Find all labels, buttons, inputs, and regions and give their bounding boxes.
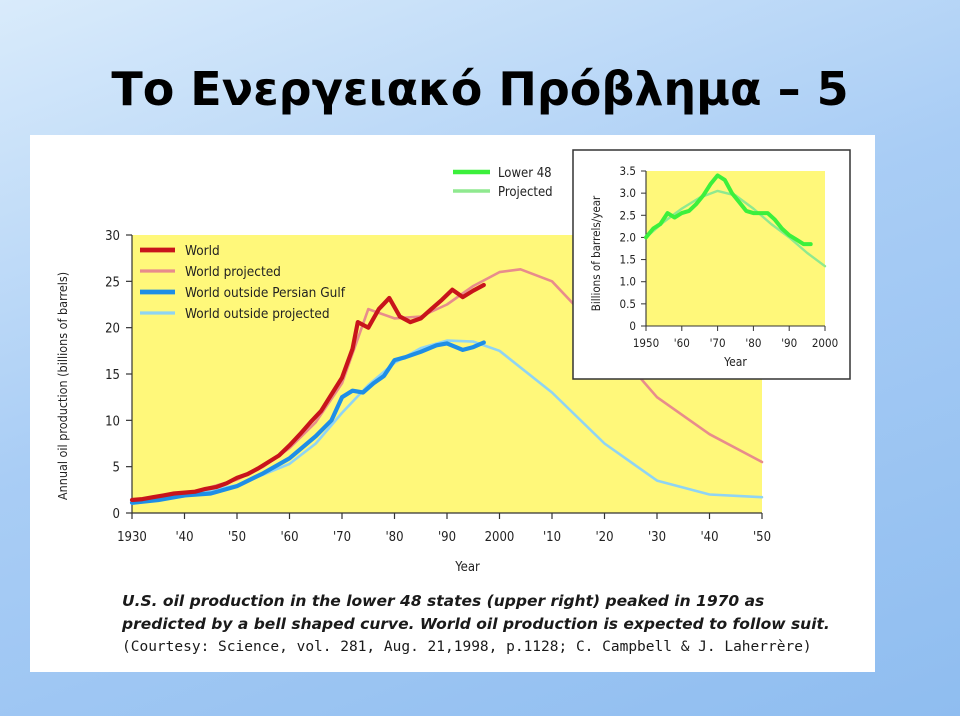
inset-y-tick-label: 2.5 — [620, 208, 636, 222]
x-tick-label: '20 — [595, 530, 613, 545]
x-tick-label: '60 — [280, 530, 298, 545]
y-tick-label: 30 — [105, 229, 120, 244]
figure-panel: 0 5 10 15 20 25 30 1930 '40 '50 '60 '70 '80 '90 2000 '1… — [30, 135, 875, 672]
caption-line-2: predicted by a bell shaped curve. World … — [122, 615, 830, 633]
inset-legend: Lower 48 Projected — [453, 166, 553, 200]
series-line-1 — [129, 282, 486, 503]
series-line-4 — [130, 339, 764, 506]
series-line-3 — [129, 340, 486, 505]
y-tick-label: 0 — [113, 507, 120, 522]
inset-x-tick-label: '90 — [781, 336, 797, 350]
inset-legend-label: Projected — [498, 185, 553, 200]
world-oil-production-chart: 0 5 10 15 20 25 30 1930 '40 '50 '60 '70 '80 '90 2000 '1… — [55, 149, 851, 575]
y-tick-label: 15 — [105, 368, 120, 383]
inset-y-tick-label: 2.0 — [620, 230, 636, 244]
legend-label: World projected — [185, 264, 281, 280]
caption-line-1: U.S. oil production in the lower 48 stat… — [122, 592, 765, 610]
figure-caption: U.S. oil production in the lower 48 stat… — [122, 590, 842, 659]
inset-y-tick-label: 1.5 — [620, 253, 636, 267]
x-tick-label: 1930 — [117, 530, 147, 545]
inset-y-tick-label: 0 — [629, 319, 636, 333]
inset-series-lower48 — [644, 173, 813, 247]
inset-x-tick-label: 2000 — [812, 336, 838, 350]
legend-label: World — [185, 243, 220, 259]
y-tick-label: 20 — [105, 322, 120, 337]
y-axis-label: Annual oil production (billions of barre… — [55, 272, 70, 500]
legend-label: World outside projected — [185, 306, 330, 322]
inset-legend-label: Lower 48 — [498, 166, 552, 181]
inset-x-axis-label: Year — [723, 355, 747, 369]
y-tick-label: 5 — [113, 461, 120, 476]
inset-y-tick-label: 3.5 — [620, 164, 636, 178]
x-tick-label: '30 — [648, 530, 666, 545]
inset-y-tick-label: 0.5 — [620, 297, 636, 311]
y-tick-label: 25 — [105, 275, 120, 290]
inset-x-tick-label: '70 — [710, 336, 726, 350]
inset-x-tick-label: '60 — [674, 336, 690, 350]
inset-x-tick-label: '80 — [745, 336, 761, 350]
y-tick-label: 10 — [105, 414, 120, 429]
x-tick-label: '50 — [228, 530, 246, 545]
main-legend: World World projected World outside Persia… — [140, 243, 346, 322]
x-tick-label: '40 — [175, 530, 193, 545]
caption-line-3: (Courtesy: Science, vol. 281, Aug. 21,19… — [122, 639, 812, 655]
inset-y-tick-label: 1.0 — [620, 275, 636, 289]
x-tick-label: '40 — [700, 530, 718, 545]
legend-label: World outside Persian Gulf — [185, 285, 346, 301]
x-tick-label: '70 — [333, 530, 351, 545]
x-tick-label: '10 — [543, 530, 561, 545]
x-tick-label: '80 — [385, 530, 403, 545]
x-axis-label: Year — [454, 560, 480, 575]
inset-y-axis-label: Billions of barrels/year — [589, 195, 603, 311]
inset-x-tick-label: 1950 — [633, 336, 659, 350]
x-tick-label: 2000 — [485, 530, 515, 545]
x-tick-label: '50 — [753, 530, 771, 545]
x-tick-label: '90 — [438, 530, 456, 545]
slide-title: Το Ενεργειακό Πρόβλημα – 5 — [111, 62, 849, 116]
inset-y-tick-label: 3.0 — [620, 186, 636, 200]
